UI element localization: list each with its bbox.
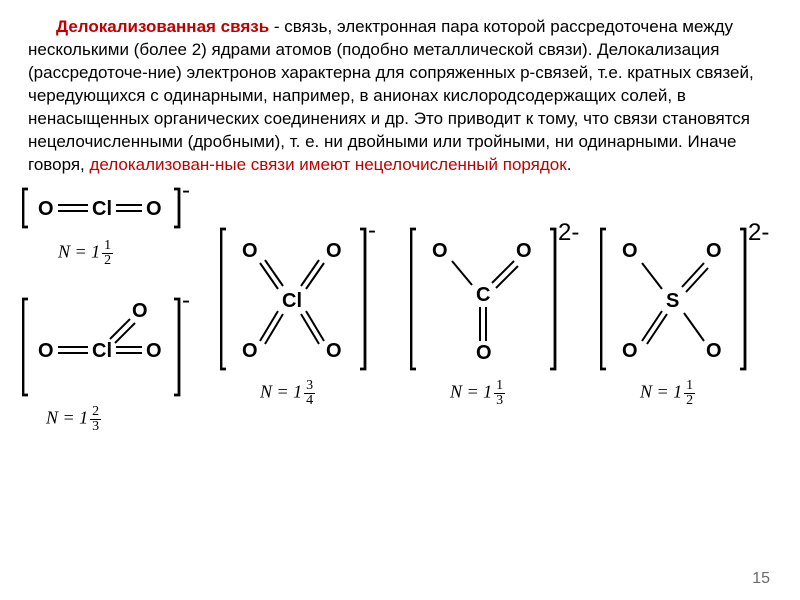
svg-text:O: O (622, 340, 638, 362)
svg-text:O: O (132, 300, 148, 322)
struct-so4: S O O O O 2- N = 112 (600, 225, 755, 408)
struct-clo2: O Cl O - N = 112 (22, 185, 192, 268)
svg-text:O: O (146, 340, 162, 362)
svg-text:S: S (666, 290, 679, 312)
charge-2minus: 2- (558, 219, 579, 247)
svg-text:O: O (38, 340, 54, 362)
svg-text:Cl: Cl (282, 290, 302, 312)
svg-text:O: O (326, 340, 342, 362)
struct-co3: C O O O 2- N = 113 (410, 225, 565, 408)
svg-text:C: C (476, 284, 490, 306)
period: . (567, 155, 572, 174)
conclusion: делокализован-ные связи имеют нецелочисл… (90, 155, 567, 174)
charge-minus: - (182, 177, 190, 205)
svg-text:Cl: Cl (92, 340, 112, 362)
term: Делокализованная связь (56, 17, 269, 36)
charge-minus: - (368, 217, 376, 245)
struct-clo3: O Cl O O - N = 123 (22, 295, 192, 434)
bond-order-so4: N = 112 (640, 379, 755, 408)
paragraph: Делокализованная связь - связь, электрон… (0, 0, 800, 185)
charge-minus: - (182, 287, 190, 315)
svg-text:O: O (326, 240, 342, 262)
body: - связь, электронная пара которой рассре… (28, 17, 754, 174)
svg-text:O: O (706, 340, 722, 362)
structures-area: O Cl O - N = 112 O Cl O O (0, 185, 800, 495)
svg-text:O: O (38, 198, 54, 220)
charge-2minus: 2- (748, 219, 769, 247)
svg-text:O: O (476, 342, 492, 364)
svg-text:O: O (146, 198, 162, 220)
svg-text:O: O (242, 340, 258, 362)
struct-clo4: Cl O O O O - N = 134 (220, 225, 375, 408)
bond-order-co3: N = 113 (450, 379, 565, 408)
bond-order-clo2: N = 112 (58, 239, 192, 268)
svg-text:Cl: Cl (92, 198, 112, 220)
page-number: 15 (752, 570, 770, 588)
svg-text:O: O (242, 240, 258, 262)
svg-text:O: O (432, 240, 448, 262)
bond-order-clo3: N = 123 (46, 405, 192, 434)
svg-text:O: O (622, 240, 638, 262)
svg-text:O: O (706, 240, 722, 262)
bond-order-clo4: N = 134 (260, 379, 375, 408)
svg-text:O: O (516, 240, 532, 262)
